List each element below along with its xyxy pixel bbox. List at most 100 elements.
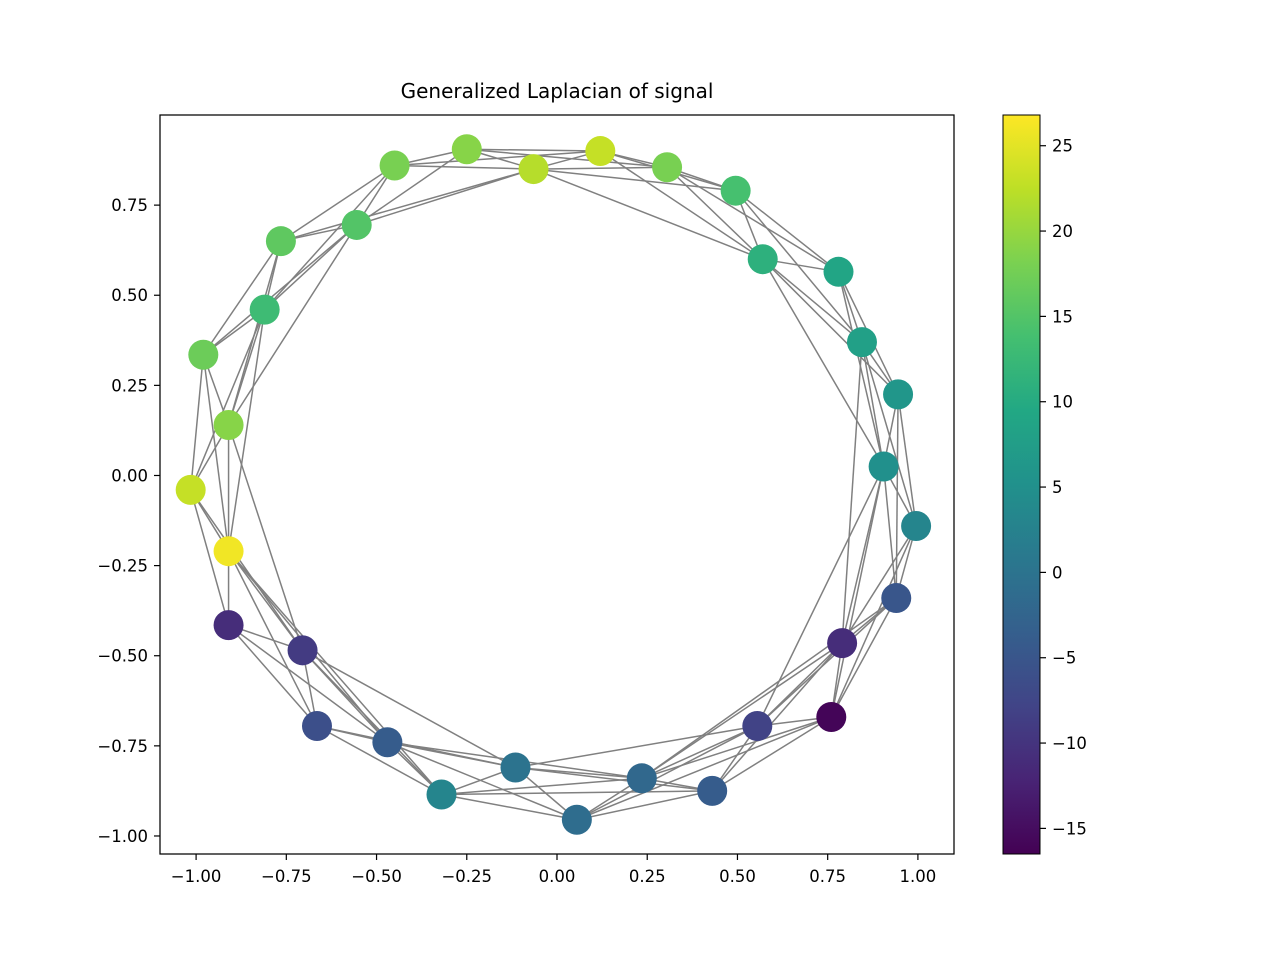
graph-node	[652, 152, 683, 183]
colorbar-tick-label: 25	[1052, 137, 1073, 156]
graph-edge	[227, 550, 318, 727]
graph-edge	[841, 342, 863, 644]
graph-edge	[830, 597, 897, 718]
graph-edge	[316, 725, 442, 796]
graph-edge	[189, 354, 205, 490]
y-axis: 0.75 0.50 0.25 0.00 −0.25 −0.50 −0.75 −1.00	[97, 196, 160, 846]
graph-node	[301, 711, 332, 742]
graph-node	[883, 379, 914, 410]
graph-edge	[830, 525, 917, 718]
graph-edge	[533, 166, 668, 170]
graph-edge	[441, 777, 642, 796]
graph-edge	[895, 394, 899, 599]
graph-edge	[756, 642, 843, 727]
graph-edge	[666, 166, 839, 273]
graph-edge	[533, 168, 763, 260]
graph-edge	[837, 271, 885, 467]
graph-node	[213, 410, 244, 441]
graph-node	[518, 154, 549, 185]
graph-node	[341, 209, 372, 240]
graph-edge	[228, 624, 388, 743]
graph-edge	[735, 190, 839, 273]
y-tick-label: −1.00	[97, 827, 148, 846]
graph-node	[500, 752, 531, 783]
graph-edge	[227, 309, 266, 426]
graph-node	[585, 136, 616, 167]
graph-edge	[515, 766, 713, 792]
graph-edge	[756, 466, 885, 727]
graph-edge	[202, 240, 282, 356]
graph-node	[747, 244, 778, 275]
x-tick-label: −1.00	[171, 867, 222, 886]
plot-frame	[159, 114, 955, 855]
graph-node	[426, 779, 457, 810]
graph-node	[846, 327, 877, 358]
graph-edge	[861, 341, 917, 527]
graph-node	[816, 702, 847, 733]
graph-node	[213, 610, 244, 641]
graph-edge	[264, 164, 396, 311]
graph-edge	[466, 148, 668, 169]
y-tick-label: 0.75	[111, 196, 148, 215]
graph-edge	[202, 224, 358, 356]
graph-edge	[641, 642, 843, 779]
colorbar-tick-label: −15	[1052, 819, 1087, 838]
graph-edge	[202, 354, 230, 552]
graph-edge	[228, 550, 443, 796]
graph-node	[265, 226, 296, 257]
graph-node	[823, 256, 854, 287]
graph-edge	[711, 642, 843, 792]
graph-edge	[641, 716, 832, 780]
y-tick-label: −0.50	[97, 647, 148, 666]
graph-node	[379, 150, 410, 181]
colorbar-tick-label: −5	[1052, 649, 1076, 668]
graph-edge	[302, 649, 443, 796]
graph-edge	[841, 466, 885, 644]
graph-edge	[264, 224, 358, 311]
graph-edge	[227, 550, 304, 651]
graph-node	[881, 583, 912, 614]
graph-edge	[762, 258, 885, 467]
graph-node	[742, 711, 773, 742]
x-tick-label: 0.75	[809, 867, 846, 886]
graph-node	[720, 175, 751, 206]
colorbar-tick-label: 10	[1052, 393, 1073, 412]
graph-edge	[280, 164, 396, 242]
graph-edge	[228, 624, 318, 727]
x-tick-label: −0.75	[261, 867, 312, 886]
graph-edge	[387, 741, 516, 769]
x-tick-label: −0.50	[351, 867, 402, 886]
graph-edge	[515, 725, 758, 769]
graph-edge	[356, 148, 468, 226]
graph-node	[626, 763, 657, 794]
graph-edge	[533, 168, 736, 192]
graph-edge	[227, 309, 266, 552]
graph-edges	[189, 148, 917, 821]
graph-edge	[756, 597, 897, 727]
graph-edge	[280, 168, 534, 242]
x-tick-label: −0.25	[441, 867, 492, 886]
graph-edge	[599, 150, 764, 260]
colorbar-tick-label: 0	[1052, 563, 1063, 582]
graph-edge	[897, 394, 917, 527]
graph-edge	[735, 190, 863, 343]
graph-edge	[641, 725, 758, 779]
colorbar-tick-label: 5	[1052, 478, 1063, 497]
graph-edge	[189, 309, 266, 491]
colorbar-tick-label: −10	[1052, 734, 1087, 753]
x-tick-label: 0.25	[629, 867, 666, 886]
colorbar-tick-label: 20	[1052, 222, 1073, 241]
colorbar	[1002, 114, 1041, 855]
graph-edge	[387, 741, 578, 821]
graph-edge	[762, 258, 899, 395]
graph-edge	[441, 793, 577, 821]
graph-edge	[227, 224, 358, 426]
graph-edge	[861, 341, 885, 467]
graph-node	[175, 474, 206, 505]
x-axis: −1.00 −0.75 −0.50 −0.25 0.00 0.25 0.50 0.75 1.00	[171, 854, 936, 886]
graph-node	[561, 804, 592, 835]
graph-edge	[441, 790, 713, 796]
graph-edge	[356, 168, 534, 226]
colorbar-tick-label: 15	[1052, 307, 1073, 326]
graph-edge	[711, 716, 832, 792]
